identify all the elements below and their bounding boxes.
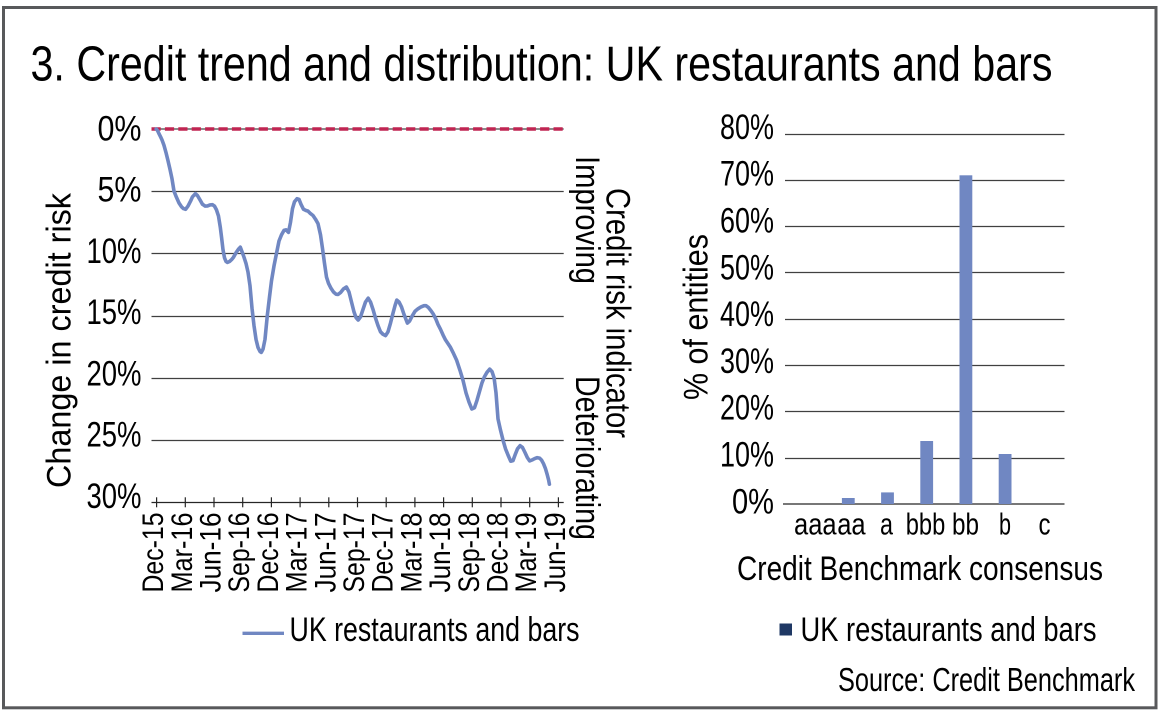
svg-text:Dec-15: Dec-15 bbox=[137, 513, 170, 593]
svg-text:c: c bbox=[1039, 507, 1051, 542]
svg-text:Improving: Improving bbox=[568, 156, 606, 284]
svg-text:Dec-16: Dec-16 bbox=[252, 513, 285, 593]
svg-text:UK restaurants and bars: UK restaurants and bars bbox=[290, 611, 580, 649]
svg-text:Credit risk indicator: Credit risk indicator bbox=[599, 188, 637, 438]
svg-text:15%: 15% bbox=[87, 293, 142, 332]
svg-text:UK restaurants and bars: UK restaurants and bars bbox=[801, 611, 1097, 649]
svg-text:Dec-18: Dec-18 bbox=[482, 513, 515, 593]
svg-text:40%: 40% bbox=[720, 295, 774, 334]
svg-text:60%: 60% bbox=[720, 202, 774, 241]
svg-text:20%: 20% bbox=[87, 354, 142, 393]
svg-text:25%: 25% bbox=[87, 416, 142, 455]
svg-text:10%: 10% bbox=[87, 232, 142, 271]
svg-text:Sep-17: Sep-17 bbox=[338, 513, 371, 593]
svg-text:3. Credit trend and distributi: 3. Credit trend and distribution: UK res… bbox=[31, 37, 1053, 92]
svg-text:Jun-18: Jun-18 bbox=[424, 513, 457, 593]
svg-text:30%: 30% bbox=[87, 477, 142, 516]
svg-text:Sep-18: Sep-18 bbox=[453, 513, 486, 593]
svg-text:50%: 50% bbox=[720, 248, 774, 287]
svg-text:Source: Credit Benchmark: Source: Credit Benchmark bbox=[838, 661, 1135, 698]
svg-text:Mar-18: Mar-18 bbox=[395, 513, 428, 593]
svg-text:30%: 30% bbox=[720, 342, 774, 381]
svg-text:5%: 5% bbox=[98, 171, 142, 210]
svg-text:Sep-16: Sep-16 bbox=[223, 513, 256, 593]
svg-text:bbb: bbb bbox=[906, 507, 946, 542]
svg-text:Credit Benchmark consensus: Credit Benchmark consensus bbox=[737, 550, 1103, 588]
svg-text:a: a bbox=[880, 507, 894, 542]
svg-text:aaa: aaa bbox=[794, 507, 837, 542]
svg-text:b: b bbox=[999, 507, 1011, 542]
svg-text:Jun-17: Jun-17 bbox=[309, 513, 342, 593]
svg-text:0%: 0% bbox=[98, 109, 142, 148]
svg-text:20%: 20% bbox=[720, 389, 774, 428]
svg-text:70%: 70% bbox=[720, 155, 774, 194]
svg-text:Deteriorating: Deteriorating bbox=[568, 376, 606, 540]
svg-text:Mar-17: Mar-17 bbox=[281, 513, 314, 593]
svg-text:80%: 80% bbox=[720, 108, 774, 147]
svg-text:Jun-16: Jun-16 bbox=[195, 513, 228, 593]
svg-text:Mar-19: Mar-19 bbox=[510, 513, 543, 593]
svg-text:Mar-16: Mar-16 bbox=[166, 513, 199, 593]
svg-text:0%: 0% bbox=[732, 482, 774, 521]
svg-text:aa: aa bbox=[837, 507, 866, 542]
svg-text:% of entities: % of entities bbox=[678, 234, 716, 400]
svg-text:Dec-17: Dec-17 bbox=[367, 513, 400, 593]
svg-text:Change in credit risk: Change in credit risk bbox=[41, 192, 79, 488]
svg-text:10%: 10% bbox=[720, 436, 774, 475]
svg-text:bb: bb bbox=[952, 507, 979, 542]
svg-text:Jun-19: Jun-19 bbox=[539, 513, 572, 593]
